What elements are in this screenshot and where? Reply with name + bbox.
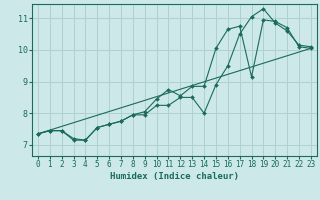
X-axis label: Humidex (Indice chaleur): Humidex (Indice chaleur) <box>110 172 239 181</box>
